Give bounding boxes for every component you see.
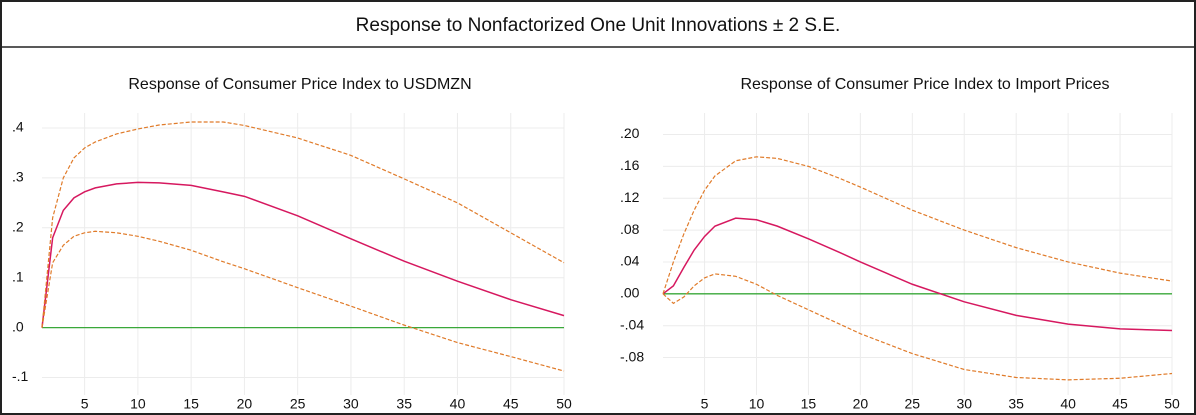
response-line bbox=[662, 217, 1173, 332]
y-tick-label: .00 bbox=[620, 285, 640, 301]
y-tick-label: .20 bbox=[620, 125, 640, 141]
y-tick-label: .1 bbox=[12, 268, 24, 284]
x-tick-label: 10 bbox=[749, 396, 765, 412]
x-tick-label: 40 bbox=[1060, 396, 1076, 412]
confidence-band-line bbox=[41, 230, 565, 372]
x-tick-label: 20 bbox=[853, 396, 869, 412]
x-tick-label: 5 bbox=[701, 396, 709, 412]
confidence-band-line bbox=[41, 121, 565, 328]
y-tick-label: -.1 bbox=[12, 368, 29, 384]
y-tick-label: .4 bbox=[12, 119, 24, 135]
y-tick-label: .0 bbox=[12, 318, 24, 334]
x-tick-label: 25 bbox=[905, 396, 921, 412]
y-tick-label: -.04 bbox=[620, 316, 644, 332]
y-tick-label: .04 bbox=[620, 253, 640, 269]
x-tick-label: 5 bbox=[81, 396, 89, 412]
y-tick-label: .12 bbox=[620, 189, 640, 205]
x-tick-label: 35 bbox=[396, 396, 412, 412]
y-tick-label: .2 bbox=[12, 218, 24, 234]
x-tick-label: 35 bbox=[1008, 396, 1024, 412]
x-tick-label: 45 bbox=[1112, 396, 1128, 412]
x-tick-label: 30 bbox=[343, 396, 359, 412]
panel-title: Response of Consumer Price Index to USDM… bbox=[128, 76, 471, 93]
x-tick-label: 40 bbox=[450, 396, 466, 412]
panel-title: Response of Consumer Price Index to Impo… bbox=[740, 76, 1109, 93]
y-tick-label: .3 bbox=[12, 169, 24, 185]
x-tick-label: 15 bbox=[183, 396, 199, 412]
confidence-band-line bbox=[662, 273, 1173, 381]
x-tick-label: 20 bbox=[237, 396, 253, 412]
x-tick-label: 25 bbox=[290, 396, 306, 412]
confidence-band-line bbox=[662, 156, 1173, 295]
response-line bbox=[41, 181, 565, 328]
x-tick-label: 50 bbox=[1164, 396, 1180, 412]
x-tick-label: 45 bbox=[503, 396, 519, 412]
x-tick-label: 30 bbox=[956, 396, 972, 412]
x-tick-label: 15 bbox=[801, 396, 817, 412]
y-tick-label: -.08 bbox=[620, 348, 644, 364]
y-tick-label: .08 bbox=[620, 221, 640, 237]
y-tick-label: .16 bbox=[620, 157, 640, 173]
x-tick-label: 10 bbox=[130, 396, 146, 412]
x-tick-label: 50 bbox=[556, 396, 572, 412]
chart-title: Response to Nonfactorized One Unit Innov… bbox=[356, 15, 841, 36]
